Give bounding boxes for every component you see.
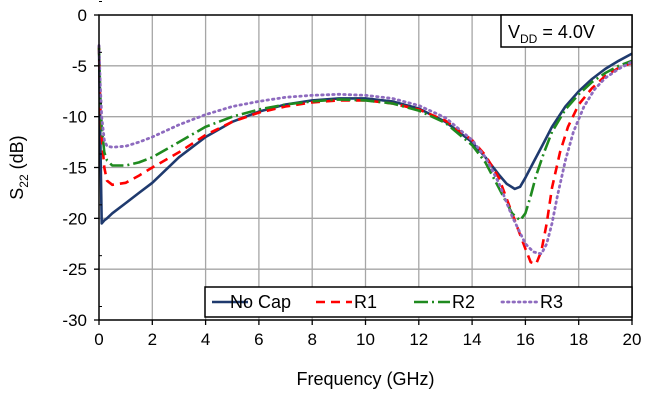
y-tick-labels: 0 -5 -10 -15 -20 -25 -30 bbox=[62, 6, 87, 330]
y-axis-title-main: S bbox=[7, 188, 27, 200]
vdd-annotation-rest: = 4.0V bbox=[537, 22, 595, 42]
y-axis-title-unit: (dB) bbox=[7, 135, 27, 174]
x-tick-label: 20 bbox=[623, 330, 642, 349]
x-tick-label: 0 bbox=[94, 330, 103, 349]
y-tick-label: 0 bbox=[78, 6, 87, 25]
x-tick-label: 6 bbox=[254, 330, 263, 349]
legend-label-1: No Cap bbox=[230, 292, 291, 312]
tick-marks bbox=[94, 1, 633, 325]
y-tick-label: -15 bbox=[62, 159, 87, 178]
y-tick-label: -30 bbox=[62, 311, 87, 330]
legend-label-2: R1 bbox=[354, 292, 377, 312]
vdd-annotation: VDD = 4.0V bbox=[500, 14, 633, 48]
vdd-annotation-text: VDD = 4.0V bbox=[508, 22, 595, 46]
legend-label-3: R2 bbox=[452, 292, 475, 312]
x-tick-label: 14 bbox=[463, 330, 482, 349]
x-tick-labels: 0 2 4 6 8 10 12 14 16 18 20 bbox=[94, 330, 641, 349]
x-tick-label: 16 bbox=[516, 330, 535, 349]
x-tick-label: 18 bbox=[569, 330, 588, 349]
series-layer bbox=[97, 44, 634, 266]
x-tick-label: 4 bbox=[201, 330, 210, 349]
vdd-annotation-subscript: DD bbox=[520, 32, 538, 46]
y-tick-label: -10 bbox=[62, 108, 87, 127]
vdd-annotation-box bbox=[500, 14, 633, 48]
x-tick-label: 8 bbox=[307, 330, 316, 349]
grid-lines bbox=[99, 15, 632, 320]
vdd-annotation-main: V bbox=[508, 22, 520, 42]
legend-label-4: R3 bbox=[540, 292, 563, 312]
y-axis-title: S22 (dB) bbox=[7, 135, 31, 199]
y-tick-label: -25 bbox=[62, 260, 87, 279]
x-tick-label: 10 bbox=[356, 330, 375, 349]
y-tick-label: -5 bbox=[72, 57, 87, 76]
series-line-4 bbox=[97, 44, 634, 256]
x-axis-title: Frequency (GHz) bbox=[296, 369, 434, 389]
y-axis-title-subscript: 22 bbox=[17, 174, 31, 188]
x-tick-label: 2 bbox=[148, 330, 157, 349]
legend: No Cap R1 R2 R3 bbox=[204, 286, 633, 318]
x-tick-label: 12 bbox=[409, 330, 428, 349]
series-line-1 bbox=[97, 45, 633, 225]
y-tick-label: -20 bbox=[62, 209, 87, 228]
series-line-3 bbox=[97, 45, 633, 222]
